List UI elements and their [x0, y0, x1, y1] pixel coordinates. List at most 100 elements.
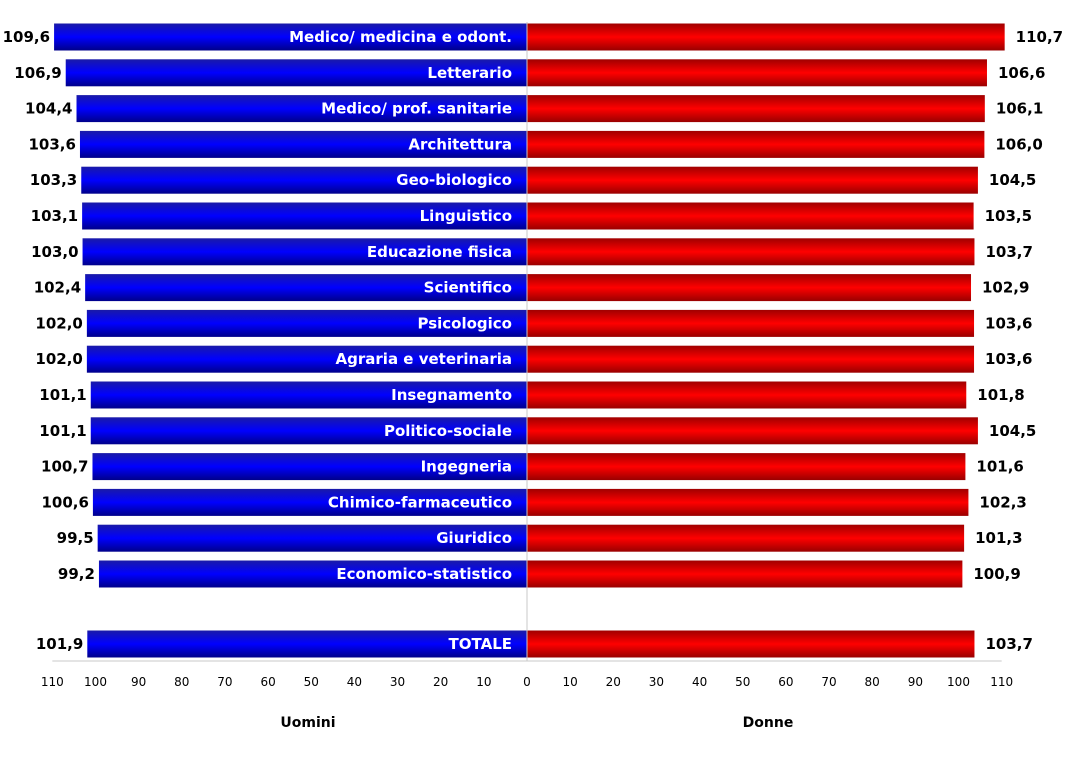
- tick-label-left-110: 110: [41, 675, 64, 689]
- value-label-uomini-2: 104,4: [25, 100, 72, 118]
- bar-uomini-4: [81, 166, 527, 194]
- tick-label-left-80: 80: [174, 675, 189, 689]
- x-axis-title-right: Donne: [743, 715, 794, 731]
- category-label-8: Psicologico: [417, 314, 512, 332]
- category-label-4: Geo-biologico: [396, 171, 512, 189]
- category-label-6: Educazione fisica: [367, 243, 512, 261]
- tick-label-left-100: 100: [84, 675, 107, 689]
- bar-uomini-14: [97, 524, 527, 552]
- category-label-11: Politico-sociale: [384, 422, 512, 440]
- bar-donne-13: [527, 488, 969, 516]
- bar-donne-4: [527, 166, 978, 194]
- value-label-uomini-10: 101,1: [39, 386, 86, 404]
- bar-uomini-13: [92, 488, 527, 516]
- bar-uomini-7: [85, 274, 528, 302]
- category-label-0: Medico/ medicina e odont.: [289, 28, 512, 46]
- bar-donne-0: [527, 23, 1005, 51]
- bar-donne-14: [527, 524, 965, 552]
- tick-label-right-50: 50: [735, 675, 750, 689]
- category-label-total: TOTALE: [449, 635, 512, 653]
- tick-label-left-0: 0: [523, 675, 531, 689]
- value-label-uomini-15: 99,2: [58, 565, 95, 583]
- value-label-donne-11: 104,5: [989, 422, 1036, 440]
- bar-uomini-5: [82, 202, 527, 230]
- bar-uomini-9: [86, 345, 528, 373]
- tick-label-left-30: 30: [390, 675, 405, 689]
- bar-uomini-6: [82, 238, 528, 266]
- value-label-donne-total: 103,7: [985, 635, 1032, 653]
- bar-donne-15: [527, 560, 963, 588]
- tick-label-right-20: 20: [606, 675, 621, 689]
- tick-label-right-100: 100: [947, 675, 970, 689]
- tick-label-right-110: 110: [990, 675, 1013, 689]
- value-label-donne-12: 101,6: [976, 458, 1023, 476]
- tick-label-right-80: 80: [865, 675, 880, 689]
- value-label-donne-2: 106,1: [996, 100, 1043, 118]
- category-label-1: Letterario: [427, 64, 512, 82]
- value-label-donne-5: 103,5: [985, 207, 1032, 225]
- value-label-donne-4: 104,5: [989, 171, 1036, 189]
- bar-donne-total: [527, 630, 975, 658]
- value-label-uomini-0: 109,6: [3, 28, 50, 46]
- value-label-donne-13: 102,3: [979, 493, 1026, 511]
- value-label-uomini-11: 101,1: [39, 422, 86, 440]
- tick-label-right-30: 30: [649, 675, 664, 689]
- value-label-uomini-4: 103,3: [30, 171, 77, 189]
- bar-uomini-10: [90, 381, 527, 409]
- category-label-12: Ingegneria: [421, 458, 512, 476]
- value-label-uomini-14: 99,5: [57, 529, 94, 547]
- category-label-7: Scientifico: [424, 279, 512, 297]
- bar-uomini-1: [65, 59, 527, 87]
- bar-uomini-0: [54, 23, 528, 51]
- tick-label-left-10: 10: [476, 675, 491, 689]
- category-label-9: Agraria e veterinaria: [336, 350, 512, 368]
- value-label-uomini-1: 106,9: [14, 64, 61, 82]
- tick-label-right-10: 10: [563, 675, 578, 689]
- category-label-14: Giuridico: [436, 529, 512, 547]
- bar-donne-3: [527, 130, 985, 158]
- bar-uomini-2: [76, 95, 527, 123]
- value-label-donne-9: 103,6: [985, 350, 1032, 368]
- value-label-donne-15: 100,9: [973, 565, 1020, 583]
- bar-uomini-12: [92, 453, 528, 481]
- category-label-15: Economico-statistico: [336, 565, 512, 583]
- tick-label-left-60: 60: [260, 675, 275, 689]
- bar-donne-1: [527, 59, 987, 87]
- value-label-donne-6: 103,7: [985, 243, 1032, 261]
- bar-uomini-11: [90, 417, 527, 445]
- value-label-donne-3: 106,0: [995, 135, 1042, 153]
- category-label-3: Architettura: [408, 135, 512, 153]
- category-label-10: Insegnamento: [391, 386, 512, 404]
- bar-donne-10: [527, 381, 967, 409]
- bar-donne-7: [527, 274, 972, 302]
- value-label-uomini-6: 103,0: [31, 243, 78, 261]
- value-label-uomini-13: 100,6: [41, 493, 88, 511]
- category-label-13: Chimico-farmaceutico: [328, 493, 512, 511]
- value-label-donne-8: 103,6: [985, 314, 1032, 332]
- tick-label-right-90: 90: [908, 675, 923, 689]
- bar-donne-11: [527, 417, 978, 445]
- value-label-donne-1: 106,6: [998, 64, 1045, 82]
- value-label-uomini-total: 101,9: [36, 635, 83, 653]
- bar-donne-9: [527, 345, 975, 373]
- value-label-donne-10: 101,8: [977, 386, 1024, 404]
- tick-label-right-40: 40: [692, 675, 707, 689]
- value-label-donne-14: 101,3: [975, 529, 1022, 547]
- value-label-uomini-12: 100,7: [41, 458, 88, 476]
- value-label-donne-7: 102,9: [982, 279, 1029, 297]
- bar-uomini-8: [86, 309, 528, 337]
- bar-uomini-3: [79, 130, 527, 158]
- value-label-uomini-5: 103,1: [31, 207, 78, 225]
- bar-donne-2: [527, 95, 985, 123]
- value-label-uomini-3: 103,6: [29, 135, 76, 153]
- bar-uomini-15: [98, 560, 528, 588]
- tick-label-right-70: 70: [821, 675, 836, 689]
- tick-label-left-20: 20: [433, 675, 448, 689]
- value-label-uomini-8: 102,0: [35, 314, 82, 332]
- bar-uomini-total: [87, 630, 527, 658]
- tick-label-left-90: 90: [131, 675, 146, 689]
- tick-label-right-60: 60: [778, 675, 793, 689]
- bar-donne-8: [527, 309, 975, 337]
- bar-donne-12: [527, 453, 966, 481]
